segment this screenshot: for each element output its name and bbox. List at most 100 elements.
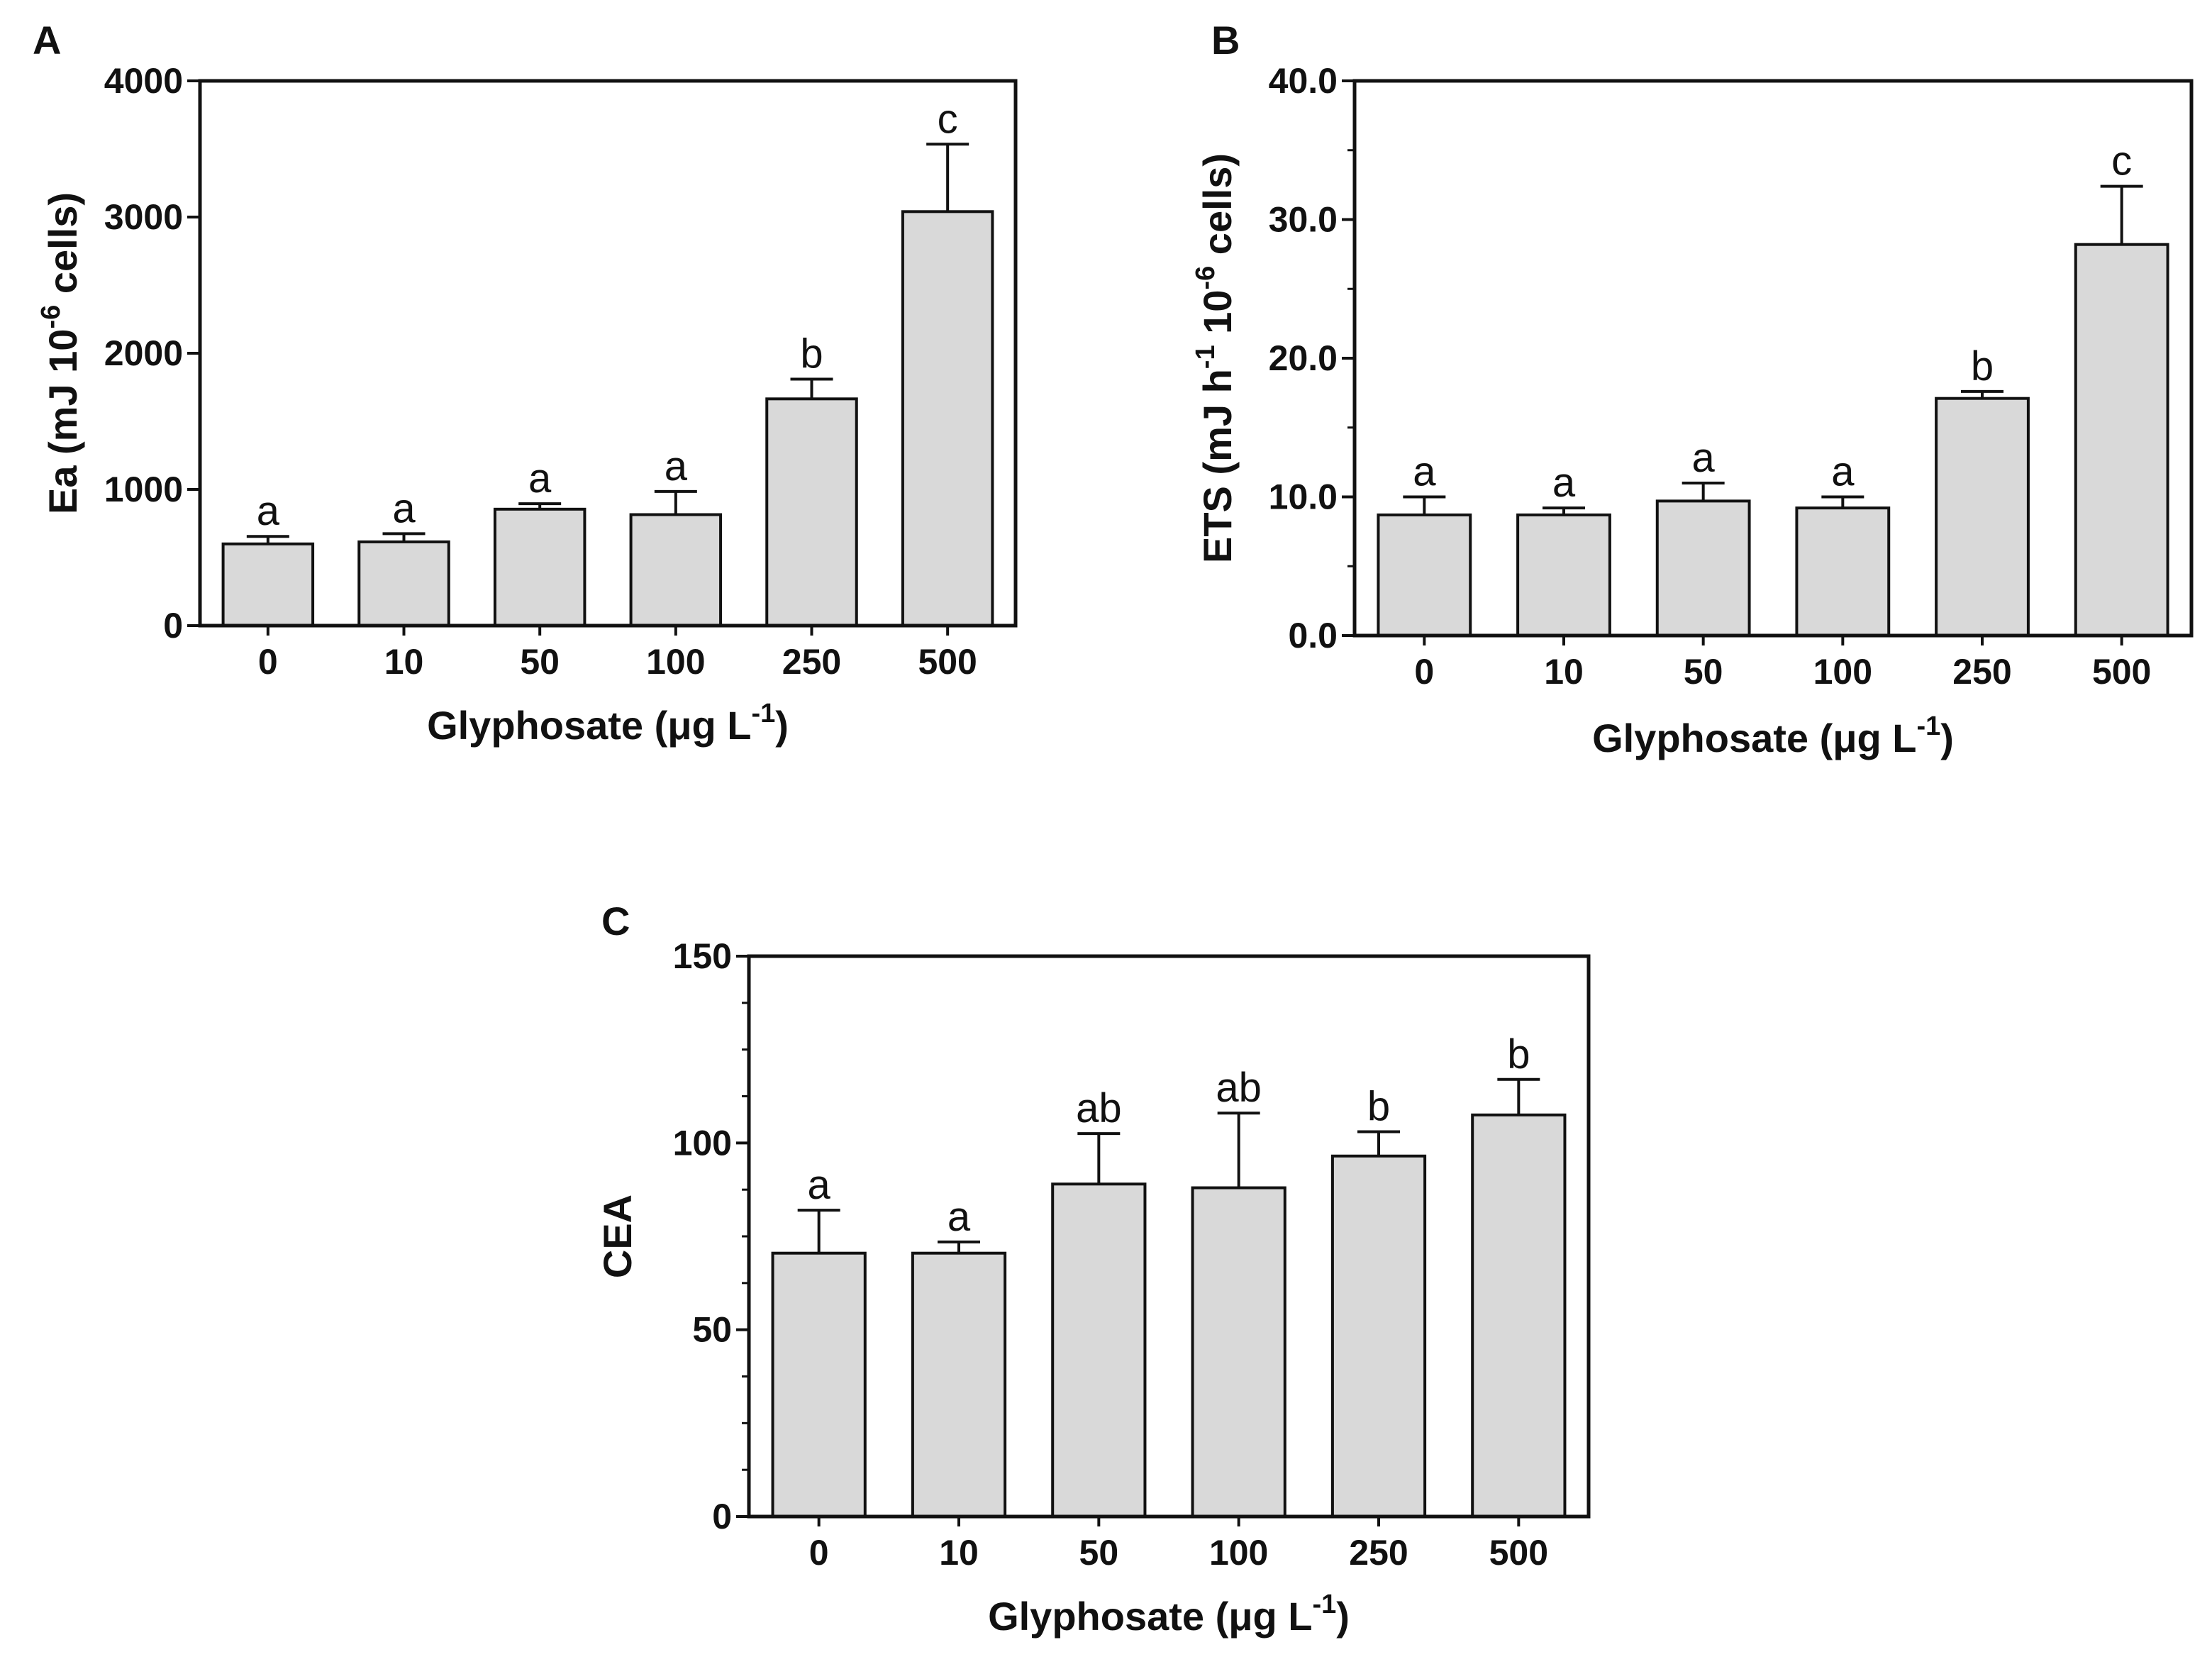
x-tick-label: 0 — [809, 1533, 829, 1573]
panel-letter: B — [1211, 18, 1240, 62]
y-tick-label: 3000 — [104, 197, 183, 237]
bar-100 — [1795, 506, 1891, 638]
y-axis-title-sup2: -6 — [1191, 266, 1221, 290]
significance-label: a — [808, 1162, 831, 1208]
x-tick-label: 10 — [384, 642, 424, 682]
y-tick-label: 30.0 — [1269, 200, 1338, 240]
x-axis-title-sup: -1 — [1312, 1590, 1336, 1619]
y-tick-label: 0 — [712, 1497, 732, 1536]
significance-label: c — [938, 96, 958, 142]
x-axis-title-main: Glyphosate (μg L — [427, 703, 751, 748]
y-axis-title-main: ETS (mJ h — [1195, 369, 1240, 563]
bar-100 — [629, 513, 723, 628]
significance-label: a — [947, 1194, 971, 1240]
y-tick-label: 10.0 — [1269, 477, 1338, 517]
x-tick-label: 100 — [646, 642, 705, 682]
x-axis-title: Glyphosate (μg L-1) — [427, 699, 789, 748]
bar-500 — [901, 210, 994, 627]
bar-10 — [1516, 513, 1611, 637]
bar-500 — [1471, 1113, 1567, 1519]
x-tick-label: 500 — [1489, 1533, 1548, 1573]
significance-label: a — [1552, 460, 1576, 506]
significance-label: a — [665, 443, 688, 489]
x-axis-title: Glyphosate (μg L-1) — [1592, 711, 1954, 760]
y-tick-label: 4000 — [104, 61, 183, 101]
y-tick-label: 1000 — [104, 470, 183, 509]
x-tick-label: 500 — [918, 642, 977, 682]
panel-letter: C — [601, 899, 630, 943]
y-axis-title-main: Ea (mJ 10 — [40, 329, 85, 515]
panel-A: Aa 0 a 10 a 50 a 100 b 250 c 500 0 1000 2000 3000 4000 Gl… — [33, 18, 1018, 748]
bar-50 — [1655, 499, 1751, 637]
bar-100 — [1191, 1186, 1286, 1518]
y-tick-label: 100 — [673, 1123, 732, 1163]
bar-10 — [357, 540, 450, 627]
x-tick-label: 100 — [1209, 1533, 1268, 1573]
x-tick-label: 250 — [1952, 652, 2011, 692]
y-axis-title-rest: cells) — [40, 192, 85, 305]
x-axis-title-rest: ) — [775, 703, 789, 748]
significance-label: ab — [1076, 1085, 1122, 1131]
y-tick-label: 0.0 — [1288, 616, 1338, 655]
x-axis-title-main: Glyphosate (μg L — [988, 1594, 1312, 1639]
bar-0 — [1377, 513, 1472, 637]
x-tick-label: 100 — [1813, 652, 1872, 692]
bar-50 — [1051, 1182, 1147, 1519]
panel-B: Ba 0 a 10 a 50 a 100 b 250 c 500 0.0 10.0 20.0 30.0 40.0… — [1191, 18, 2194, 760]
x-axis-title-main: Glyphosate (μg L — [1592, 716, 1916, 760]
y-tick-label: 40.0 — [1269, 61, 1338, 101]
y-axis-title-sup: -6 — [36, 305, 66, 329]
x-tick-label: 10 — [1544, 652, 1584, 692]
plot-frame — [1352, 79, 2194, 638]
x-axis-title-sup: -1 — [751, 699, 775, 728]
significance-label: b — [1971, 343, 1994, 389]
y-tick-label: 20.0 — [1269, 338, 1338, 378]
x-tick-label: 0 — [1414, 652, 1434, 692]
y-tick-label: 50 — [692, 1310, 732, 1350]
x-tick-label: 250 — [782, 642, 841, 682]
y-tick-label: 0 — [163, 606, 183, 645]
plot-frame — [747, 954, 1591, 1519]
significance-label: a — [1413, 449, 1436, 495]
bar-10 — [911, 1251, 1007, 1518]
significance-label: a — [257, 488, 280, 534]
x-tick-label: 50 — [1684, 652, 1723, 692]
significance-label: ab — [1216, 1065, 1262, 1111]
panel-letter: A — [33, 18, 61, 62]
bar-250 — [765, 397, 858, 627]
bar-250 — [1935, 397, 2030, 637]
y-axis-title-rest: cells) — [1195, 153, 1240, 266]
y-axis-title-mid: 10 — [1195, 290, 1240, 345]
bar-250 — [1330, 1154, 1427, 1519]
significance-label: a — [528, 455, 552, 501]
significance-label: c — [2111, 138, 2132, 184]
y-axis-title: Ea (mJ 10-6 cells) — [36, 192, 85, 514]
x-tick-label: 0 — [258, 642, 278, 682]
y-axis-title-main: CEA — [595, 1194, 640, 1278]
bar-500 — [2074, 243, 2169, 637]
x-tick-label: 500 — [2092, 652, 2151, 692]
x-tick-label: 10 — [939, 1533, 979, 1573]
x-axis-title-sup: -1 — [1916, 711, 1940, 741]
plot-frame — [198, 79, 1018, 628]
y-tick-label: 150 — [673, 936, 732, 976]
bar-0 — [221, 542, 315, 627]
x-axis-title: Glyphosate (μg L-1) — [988, 1590, 1350, 1639]
bar-0 — [771, 1251, 867, 1518]
x-tick-label: 50 — [520, 642, 560, 682]
panel-C: Ca 0 a 10 ab 50 ab 100 b 250 b 500 0 50 100 150 Glyphosa… — [595, 899, 1591, 1639]
y-tick-label: 2000 — [104, 333, 183, 373]
y-axis-title: CEA — [595, 1194, 640, 1278]
x-tick-label: 250 — [1349, 1533, 1408, 1573]
x-axis-title-rest: ) — [1336, 1594, 1350, 1639]
x-axis-title-rest: ) — [1940, 716, 1954, 760]
significance-label: a — [392, 485, 416, 531]
significance-label: a — [1692, 435, 1716, 481]
x-tick-label: 50 — [1079, 1533, 1119, 1573]
y-axis-title: ETS (mJ h-1 10-6 cells) — [1191, 153, 1240, 563]
significance-label: b — [800, 331, 823, 377]
y-axis-title-sup: -1 — [1191, 345, 1221, 369]
significance-label: b — [1507, 1031, 1530, 1077]
significance-label: a — [1831, 449, 1855, 495]
